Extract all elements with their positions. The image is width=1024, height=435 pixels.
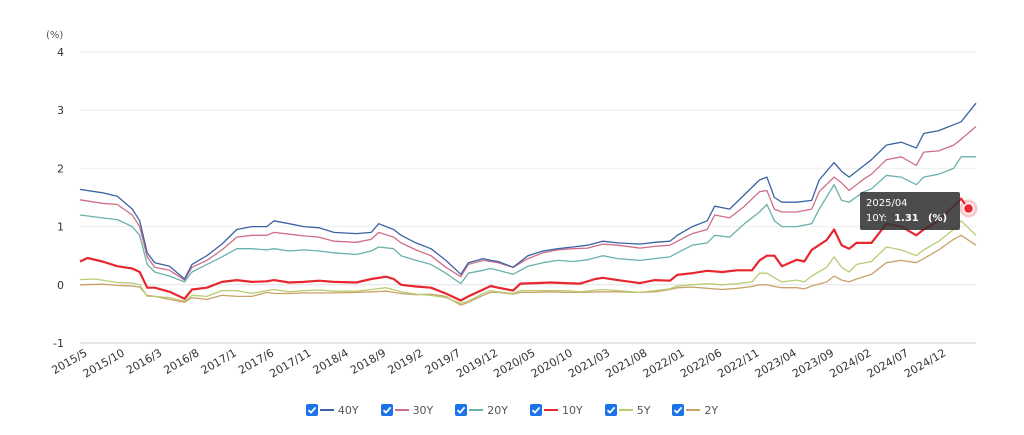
x-tick-label: 2022/11	[715, 346, 761, 380]
legend-line-2y	[686, 409, 701, 411]
x-axis-ticks: 2015/52015/102016/32016/82017/12017/6201…	[49, 346, 948, 380]
series-line-40y[interactable]	[79, 102, 977, 280]
tooltip-box	[860, 192, 960, 230]
x-tick-label: 2015/10	[81, 346, 127, 380]
x-tick-label: 2019/12	[454, 346, 500, 380]
legend-line-40y	[319, 409, 334, 411]
series-line-10y[interactable]	[79, 197, 970, 302]
legend-item-10y[interactable]: 10Y	[530, 404, 583, 417]
tooltip-row: 10Y: 1.31 (%)	[866, 213, 947, 224]
y-axis-ticks: -1 0 1 2 3 4	[53, 46, 64, 350]
x-tick-label: 2023/09	[790, 346, 836, 380]
checkbox-40y[interactable]	[305, 404, 318, 416]
x-tick-label: 2016/3	[124, 346, 164, 377]
x-tick-label: 2017/11	[267, 346, 313, 380]
checkbox-20y[interactable]	[455, 404, 468, 416]
gridlines	[80, 51, 976, 344]
legend-label-30y: 30Y	[412, 403, 434, 417]
x-tick-label: 2023/04	[753, 346, 799, 380]
legend-item-20y[interactable]: 20Y	[455, 404, 508, 417]
legend-line-20y	[469, 409, 484, 411]
legend-item-2y[interactable]: 2Y	[672, 404, 718, 417]
y-tick-label: 3	[57, 104, 64, 117]
x-tick-label: 2016/8	[161, 346, 201, 377]
legend: 40Y 30Y 20Y 10Y 5Y 2Y	[0, 400, 1024, 420]
tooltip-date: 2025/04	[866, 198, 908, 209]
series-line-2y[interactable]	[79, 234, 977, 306]
y-tick-label: 2	[57, 162, 64, 175]
legend-label-40y: 40Y	[337, 403, 359, 417]
checkbox-5y[interactable]	[604, 404, 617, 416]
tooltip-marker	[962, 202, 975, 215]
legend-label-20y: 20Y	[487, 403, 508, 417]
legend-line-10y	[544, 409, 558, 411]
x-tick-label: 2021/03	[566, 346, 612, 380]
x-tick-label: 2017/1	[199, 346, 239, 377]
tooltip-unit: (%)	[928, 213, 947, 224]
legend-item-40y[interactable]: 40Y	[305, 403, 359, 417]
tooltip-value: 1.31	[894, 213, 919, 224]
x-tick-label: 2018/4	[311, 346, 351, 377]
legend-line-30y	[394, 409, 409, 411]
x-tick-label: 2022/01	[641, 346, 687, 380]
check-icon	[307, 406, 317, 414]
tooltip-series-label: 10Y:	[866, 213, 887, 224]
legend-label-2y: 2Y	[704, 403, 719, 417]
series-line-5y[interactable]	[79, 220, 977, 305]
x-tick-label: 2024/02	[827, 346, 873, 380]
y-tick-label: -1	[53, 337, 64, 350]
yield-chart: (%) -1 0 1 2 3 4 2015/52015/102016/32016/8201…	[46, 30, 978, 380]
series-lines[interactable]	[79, 102, 977, 306]
legend-item-30y[interactable]: 30Y	[380, 403, 434, 417]
check-icon	[606, 406, 615, 414]
y-tick-label: 0	[57, 279, 64, 292]
checkbox-30y[interactable]	[380, 404, 393, 416]
check-icon	[382, 406, 391, 414]
legend-label-5y: 5Y	[636, 403, 651, 417]
x-tick-label: 2020/10	[529, 346, 575, 380]
check-icon	[674, 406, 683, 414]
legend-line-5y	[618, 409, 633, 411]
x-tick-label: 2022/06	[678, 346, 724, 380]
x-tick-label: 2020/05	[491, 346, 537, 380]
y-unit-label: (%)	[46, 30, 63, 41]
check-icon	[457, 406, 466, 414]
legend-item-5y[interactable]: 5Y	[604, 403, 651, 417]
x-tick-label: 2019/2	[385, 346, 425, 377]
y-tick-label: 4	[57, 46, 64, 59]
legend-label-10y: 10Y	[562, 403, 583, 417]
checkbox-10y[interactable]	[530, 404, 542, 416]
x-tick-label: 2024/07	[865, 346, 911, 380]
y-tick-label: 1	[57, 221, 64, 234]
series-line-30y[interactable]	[79, 126, 977, 281]
x-tick-label: 2018/9	[348, 346, 388, 377]
x-tick-label: 2021/08	[603, 346, 649, 380]
check-icon	[531, 406, 541, 414]
series-line-20y[interactable]	[79, 156, 976, 285]
tooltip: 2025/04 10Y: 1.31 (%)	[860, 192, 978, 230]
checkbox-2y[interactable]	[672, 404, 685, 416]
x-tick-label: 2024/12	[902, 346, 948, 380]
